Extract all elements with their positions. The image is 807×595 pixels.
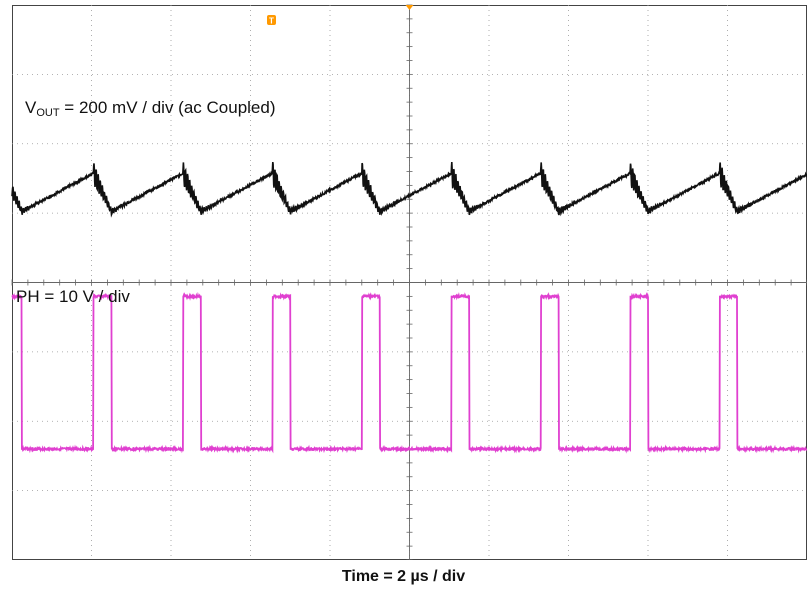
vout-channel-label: VOUT = 200 mV / div (ac Coupled) [25, 98, 276, 119]
vout-label-suffix: = 200 mV / div (ac Coupled) [59, 98, 276, 117]
trigger-markers: T [267, 5, 414, 26]
ph-channel-label: PH = 10 V / div [16, 287, 130, 306]
oscilloscope-display: T [11, 4, 807, 560]
x-axis-label: Time = 2 µs / div [341, 568, 466, 585]
trigger-position-marker [405, 5, 414, 10]
vout-label-subscript: OUT [36, 107, 60, 119]
trigger-t-glyph: T [269, 17, 274, 26]
ph-trace [11, 291, 807, 454]
vout-label-prefix: V [25, 98, 37, 117]
trigger-t-marker [267, 15, 276, 25]
graticule-grid [11, 4, 807, 560]
vout-trace [11, 161, 807, 218]
